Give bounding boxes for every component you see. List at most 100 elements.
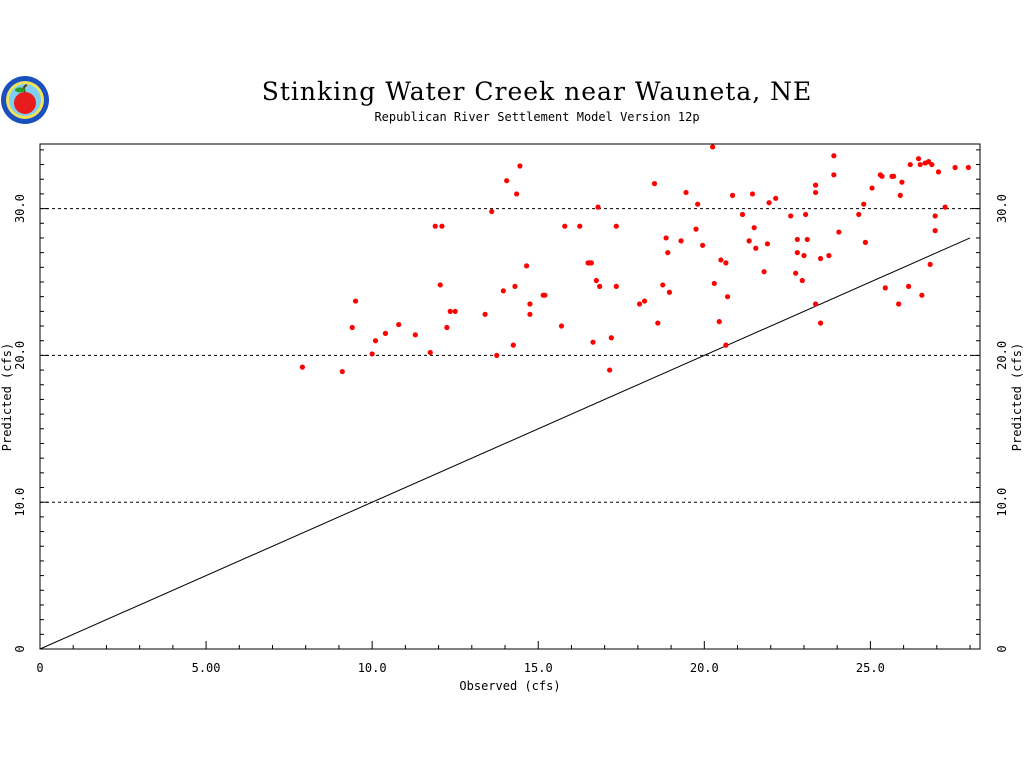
data-point <box>718 257 724 263</box>
data-point <box>527 311 533 317</box>
chart-subtitle: Republican River Settlement Model Versio… <box>374 110 699 124</box>
data-point <box>812 182 819 188</box>
data-point <box>352 298 359 304</box>
data-point <box>711 280 717 287</box>
data-point <box>349 324 355 331</box>
data-point <box>700 242 706 248</box>
data-point <box>952 164 958 171</box>
data-point <box>723 342 729 348</box>
data-point <box>527 301 533 307</box>
data-point <box>882 285 888 291</box>
data-point <box>396 321 402 328</box>
data-points <box>299 144 971 375</box>
y-tick-label-right: 0 <box>995 645 1009 652</box>
data-point <box>558 323 565 329</box>
data-point <box>896 301 902 307</box>
data-point <box>788 213 794 219</box>
x-axis-ticks: 0 5.00 10.0 15.0 20.0 25.0 <box>36 661 884 675</box>
x-tick-label: 5.00 <box>192 661 221 675</box>
data-point <box>447 308 453 314</box>
data-point <box>372 338 379 344</box>
data-point <box>919 292 925 298</box>
data-point <box>655 320 661 326</box>
data-point <box>766 200 772 206</box>
data-point <box>412 332 418 338</box>
data-point <box>427 349 433 356</box>
data-point <box>915 156 922 162</box>
data-point <box>891 173 897 179</box>
data-point <box>660 282 666 288</box>
data-point <box>597 283 603 289</box>
data-point <box>494 352 500 358</box>
data-point <box>542 292 548 298</box>
y-gridlines <box>40 208 980 503</box>
data-point <box>836 229 842 235</box>
data-point <box>512 283 518 289</box>
data-point <box>794 236 800 243</box>
data-point <box>613 223 619 229</box>
data-point <box>861 201 867 207</box>
data-point <box>613 283 619 289</box>
y-tick-label-left: 30.0 <box>13 194 27 223</box>
data-point <box>452 308 458 314</box>
data-point <box>801 252 807 259</box>
data-point <box>804 236 810 243</box>
x-tick-label: 10.0 <box>358 661 387 675</box>
apple-logo <box>1 76 49 124</box>
data-point <box>965 164 971 171</box>
data-point <box>432 223 438 229</box>
x-tick-label: 20.0 <box>690 661 719 675</box>
data-point <box>517 163 523 169</box>
data-point <box>437 282 443 288</box>
data-point <box>793 270 799 276</box>
data-point <box>932 213 938 219</box>
data-point <box>907 161 913 168</box>
data-point <box>665 250 671 256</box>
data-point <box>607 367 613 373</box>
plot-frame <box>39 143 981 650</box>
x-tick-label: 25.0 <box>856 661 885 675</box>
data-point <box>751 225 757 231</box>
data-point <box>683 189 689 196</box>
minor-ticks <box>40 149 980 649</box>
data-point <box>482 311 488 317</box>
data-point <box>746 238 752 244</box>
data-point <box>608 335 614 341</box>
data-point <box>641 298 648 304</box>
data-point <box>595 204 601 210</box>
data-point <box>588 260 594 266</box>
data-point <box>935 169 942 175</box>
data-point <box>831 153 837 159</box>
one-to-one-line <box>39 237 971 650</box>
data-point <box>761 269 767 275</box>
data-point <box>812 189 819 196</box>
data-point <box>651 181 658 187</box>
data-point <box>590 339 596 345</box>
data-point <box>856 211 862 218</box>
y-tick-label-right: 20.0 <box>995 341 1009 370</box>
data-point <box>504 178 510 184</box>
data-point <box>369 351 375 357</box>
data-point <box>899 179 905 185</box>
data-point <box>826 252 832 259</box>
data-point <box>927 261 933 267</box>
data-point <box>773 195 779 201</box>
data-point <box>803 211 809 218</box>
data-point <box>723 260 729 266</box>
y-tick-label-left: 20.0 <box>13 341 27 370</box>
data-point <box>382 330 389 336</box>
x-tick-label: 15.0 <box>524 661 553 675</box>
data-point <box>593 277 599 284</box>
y-tick-label-left: 0 <box>13 645 27 652</box>
data-point <box>636 301 643 307</box>
y-tick-label-right: 10.0 <box>995 488 1009 517</box>
data-point <box>444 324 450 331</box>
data-point <box>812 301 819 307</box>
y-tick-label-right: 30.0 <box>995 194 1009 223</box>
reference-line-group <box>39 237 971 650</box>
data-point <box>724 294 731 300</box>
data-point <box>524 263 530 269</box>
y-tick-label-left: 10.0 <box>13 488 27 517</box>
data-point <box>339 368 345 375</box>
data-point <box>489 208 495 215</box>
